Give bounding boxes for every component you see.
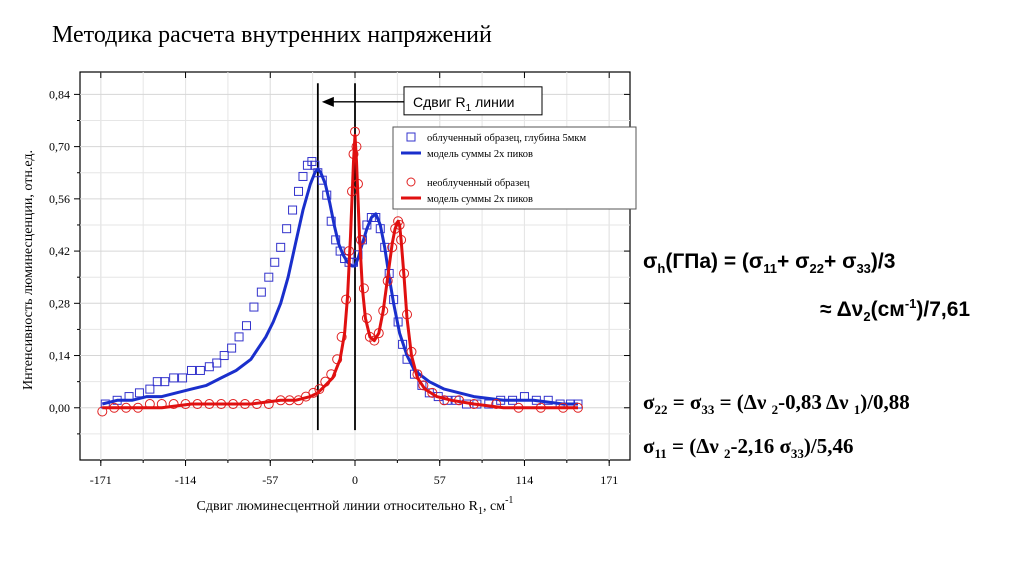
legend-square-marker <box>406 132 416 142</box>
data-point-square <box>169 373 179 383</box>
legend-label: модель суммы 2х пиков <box>427 149 533 160</box>
annotation-box <box>403 86 543 116</box>
data-point-square <box>152 377 162 387</box>
x-axis-label: Сдвиг люминесцентной линии относительно … <box>197 495 514 517</box>
data-point-square <box>145 384 155 394</box>
y-tick-label: 0,70 <box>49 140 70 154</box>
data-point-square <box>195 365 205 375</box>
series-line <box>102 133 578 410</box>
x-tick-label: 57 <box>434 473 446 487</box>
legend-label: облученный образец, глубина 5мкм <box>427 133 586 144</box>
data-point-square <box>249 302 259 312</box>
slide-title: Методика расчета внутренних напряжений <box>52 22 492 48</box>
data-point-square <box>241 321 251 331</box>
data-point-square <box>178 373 188 383</box>
data-point-square <box>134 388 144 398</box>
data-point-circle <box>418 380 429 391</box>
annotation-text: Сдвиг R1 линии <box>413 94 514 114</box>
x-tick-label: -57 <box>262 473 278 487</box>
data-point-square <box>264 272 274 282</box>
data-point-circle <box>369 335 380 346</box>
x-tick-label: 0 <box>352 473 358 487</box>
data-point-square <box>298 171 308 181</box>
data-point-circle <box>427 387 438 398</box>
equation-approx: ≈ Δν2(см-1)/7,61 <box>820 296 971 325</box>
data-point-square <box>256 287 266 297</box>
data-point-square <box>186 365 196 375</box>
data-point-square <box>276 242 286 252</box>
data-point-square <box>212 358 222 368</box>
data-point-square <box>288 205 298 215</box>
data-point-square <box>294 186 304 196</box>
x-tick-label: -114 <box>175 473 197 487</box>
shift-annotation: Сдвиг R1 линии <box>321 86 543 116</box>
data-point-square <box>219 351 229 361</box>
data-point-circle <box>336 331 347 342</box>
x-tick-label: 114 <box>516 473 534 487</box>
data-point-circle <box>168 399 179 410</box>
x-axis-ticks: -171 -114 -57 0 57 114 171 <box>90 72 618 487</box>
data-point-square <box>310 160 320 170</box>
y-axis-ticks: 0,00 0,14 0,28 0,42 0,56 0,70 0,84 <box>49 87 630 435</box>
x-tick-label: -171 <box>90 473 112 487</box>
y-axis-label: Интенсивность люминесценции, отн.ед. <box>21 150 36 390</box>
y-tick-label: 0,56 <box>49 192 70 206</box>
equation-sigma11: σ11 = (Δν 2-2,16 σ33)/5,46 <box>643 434 854 462</box>
legend-label: модель суммы 2х пиков <box>427 194 533 205</box>
data-point-square <box>270 257 280 267</box>
data-point-circle <box>314 384 325 395</box>
data-point-circle <box>263 399 274 410</box>
equation-hydrostatic: σh(ГПа) = (σ11+ σ22+ σ33)/3 <box>643 250 896 277</box>
chart-series <box>97 126 583 417</box>
luminescence-chart: -171 -114 -57 0 57 114 171 0,00 0,14 0,28 0,42 0,5… <box>21 71 637 517</box>
data-point-square <box>282 224 292 234</box>
data-point-square <box>234 332 244 342</box>
data-point-square <box>160 377 170 387</box>
data-point-circle <box>97 406 108 417</box>
equation-sigma22: σ22 = σ33 = (Δν 2-0,83 Δν 1)/0,88 <box>643 390 910 418</box>
annotation-arrowhead <box>321 96 334 107</box>
legend-box <box>392 126 637 210</box>
y-tick-label: 0,28 <box>49 296 70 310</box>
y-tick-label: 0,00 <box>49 401 70 415</box>
chart-legend: облученный образец, глубина 5мкм модель с… <box>392 126 637 210</box>
y-tick-label: 0,14 <box>49 349 70 363</box>
x-axis-label-sup: -1 <box>505 495 513 506</box>
y-tick-label: 0,42 <box>49 244 70 258</box>
legend-label: необлученный образец <box>427 178 530 189</box>
x-tick-label: 171 <box>600 473 618 487</box>
y-tick-label: 0,84 <box>49 87 70 101</box>
x-axis-label-sub: 1 <box>478 506 483 517</box>
data-point-circle <box>491 399 502 410</box>
legend-circle-marker <box>406 177 416 187</box>
data-point-square <box>227 343 237 353</box>
